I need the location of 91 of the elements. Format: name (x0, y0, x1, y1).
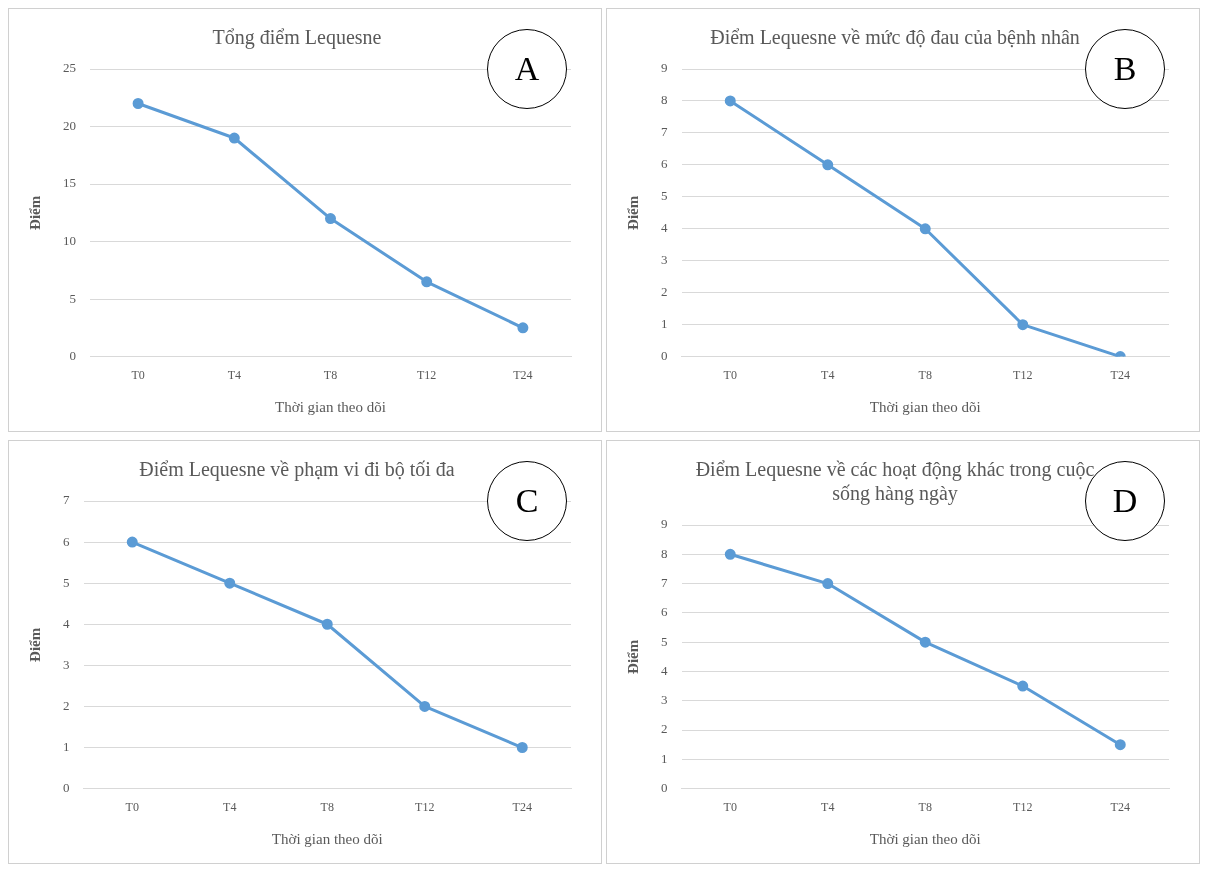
y-tick-label: 20 (63, 117, 76, 133)
point (228, 132, 240, 144)
point (822, 578, 834, 590)
y-tick-label: 4 (661, 662, 668, 678)
y-tick-label: 2 (661, 284, 668, 300)
y-tick-label: 9 (661, 60, 668, 76)
x-axis-title: Thời gian theo dõi (869, 830, 981, 847)
circle-frame: C (487, 461, 567, 541)
y-axis-title: Điểm (624, 639, 641, 674)
chart-title: Tổng điểm Lequesne (212, 26, 382, 50)
y-tick-label: 5 (63, 574, 70, 590)
point (724, 548, 736, 560)
y-tick-label: 0 (63, 780, 70, 796)
y-tick-label: 8 (661, 545, 668, 561)
annotation: B (1113, 50, 1137, 88)
point (126, 536, 138, 548)
y-tick-label: 7 (661, 124, 668, 140)
y-tick-label: 6 (63, 533, 70, 549)
point (321, 618, 333, 630)
point (919, 223, 931, 235)
x-tick-label: T12 (417, 367, 437, 382)
x-tick-label: T8 (320, 799, 334, 814)
y-tick-label: 6 (661, 156, 668, 172)
y-tick-label: 8 (661, 92, 668, 108)
x-tick-label: T4 (227, 367, 241, 382)
y-tick-label: 1 (661, 750, 668, 766)
x-tick-label: T0 (723, 799, 737, 814)
x-axis-title: Thời gian theo dõi (275, 398, 386, 415)
point (224, 577, 236, 589)
point (1017, 319, 1029, 331)
x-tick-label: T4 (223, 799, 237, 814)
x-tick-label: T4 (821, 367, 835, 382)
point (724, 95, 736, 107)
x-axis-title: Thời gian theo dõi (869, 398, 981, 415)
y-tick-label: 3 (661, 692, 668, 708)
point (822, 159, 834, 171)
y-tick-label: 7 (63, 492, 70, 508)
y-tick-label: 5 (69, 290, 76, 306)
x-tick-label: T24 (1110, 367, 1130, 382)
x-tick-label: T0 (723, 367, 737, 382)
y-tick-label: 7 (661, 575, 668, 590)
x-tick-label: T8 (323, 367, 338, 382)
point (517, 322, 529, 334)
point (1114, 739, 1126, 751)
x-tick-label: T12 (1013, 799, 1033, 814)
point (516, 742, 528, 754)
x-tick-label: T8 (918, 367, 932, 382)
y-tick-label: 10 (63, 232, 76, 248)
x-tick-label: T24 (1110, 799, 1130, 814)
x-tick-label: T12 (1013, 367, 1033, 382)
annotation: A (514, 50, 540, 88)
y-axis-title: Điểm (624, 195, 641, 230)
chart-title: Điểm Lequesne về phạm vi đi bộ tối đa (139, 458, 455, 482)
y-tick-label: 6 (661, 604, 668, 620)
y-tick-label: 2 (63, 697, 70, 713)
annotation: C (515, 482, 539, 520)
y-tick-label: 0 (69, 348, 76, 364)
point (325, 213, 336, 225)
point (132, 98, 144, 110)
y-tick-label: 3 (63, 656, 70, 672)
chart-title: Điểm Lequesne về các hoạt động khác trong cuộc sống hàng ngày (695, 458, 1095, 506)
x-tick-label: T4 (821, 799, 835, 814)
x-axis-title: Thời gian theo dõi (271, 830, 383, 847)
y-axis-title: Điểm (26, 627, 43, 662)
point (419, 700, 431, 712)
y-tick-label: 4 (661, 220, 668, 236)
circle-frame: A (487, 29, 567, 109)
x-tick-label: T0 (125, 799, 139, 814)
x-tick-label: T24 (512, 799, 532, 814)
x-tick-label: T8 (918, 799, 932, 814)
point (421, 276, 433, 288)
y-axis-title: Điểm (26, 195, 43, 230)
x-tick-label: T0 (131, 367, 145, 382)
y-tick-label: 5 (661, 633, 668, 649)
point (1017, 680, 1029, 692)
y-tick-label: 2 (661, 721, 668, 737)
y-tick-label: 5 (661, 188, 668, 204)
y-tick-label: 1 (63, 738, 70, 754)
y-tick-label: 25 (63, 60, 76, 76)
x-tick-label: T12 (415, 799, 435, 814)
y-tick-label: 15 (63, 175, 76, 191)
y-tick-label: 9 (661, 516, 668, 532)
y-tick-label: 0 (661, 348, 668, 364)
y-tick-label: 0 (661, 780, 668, 796)
chart-title: Điểm Lequesne về mức độ đau của bệnh nhân (710, 26, 1080, 50)
circle-frame: B (1085, 29, 1165, 109)
y-tick-label: 3 (661, 252, 668, 268)
point (919, 636, 931, 648)
y-tick-label: 1 (661, 316, 668, 332)
x-tick-label: T24 (513, 367, 533, 382)
y-tick-label: 4 (63, 615, 70, 631)
